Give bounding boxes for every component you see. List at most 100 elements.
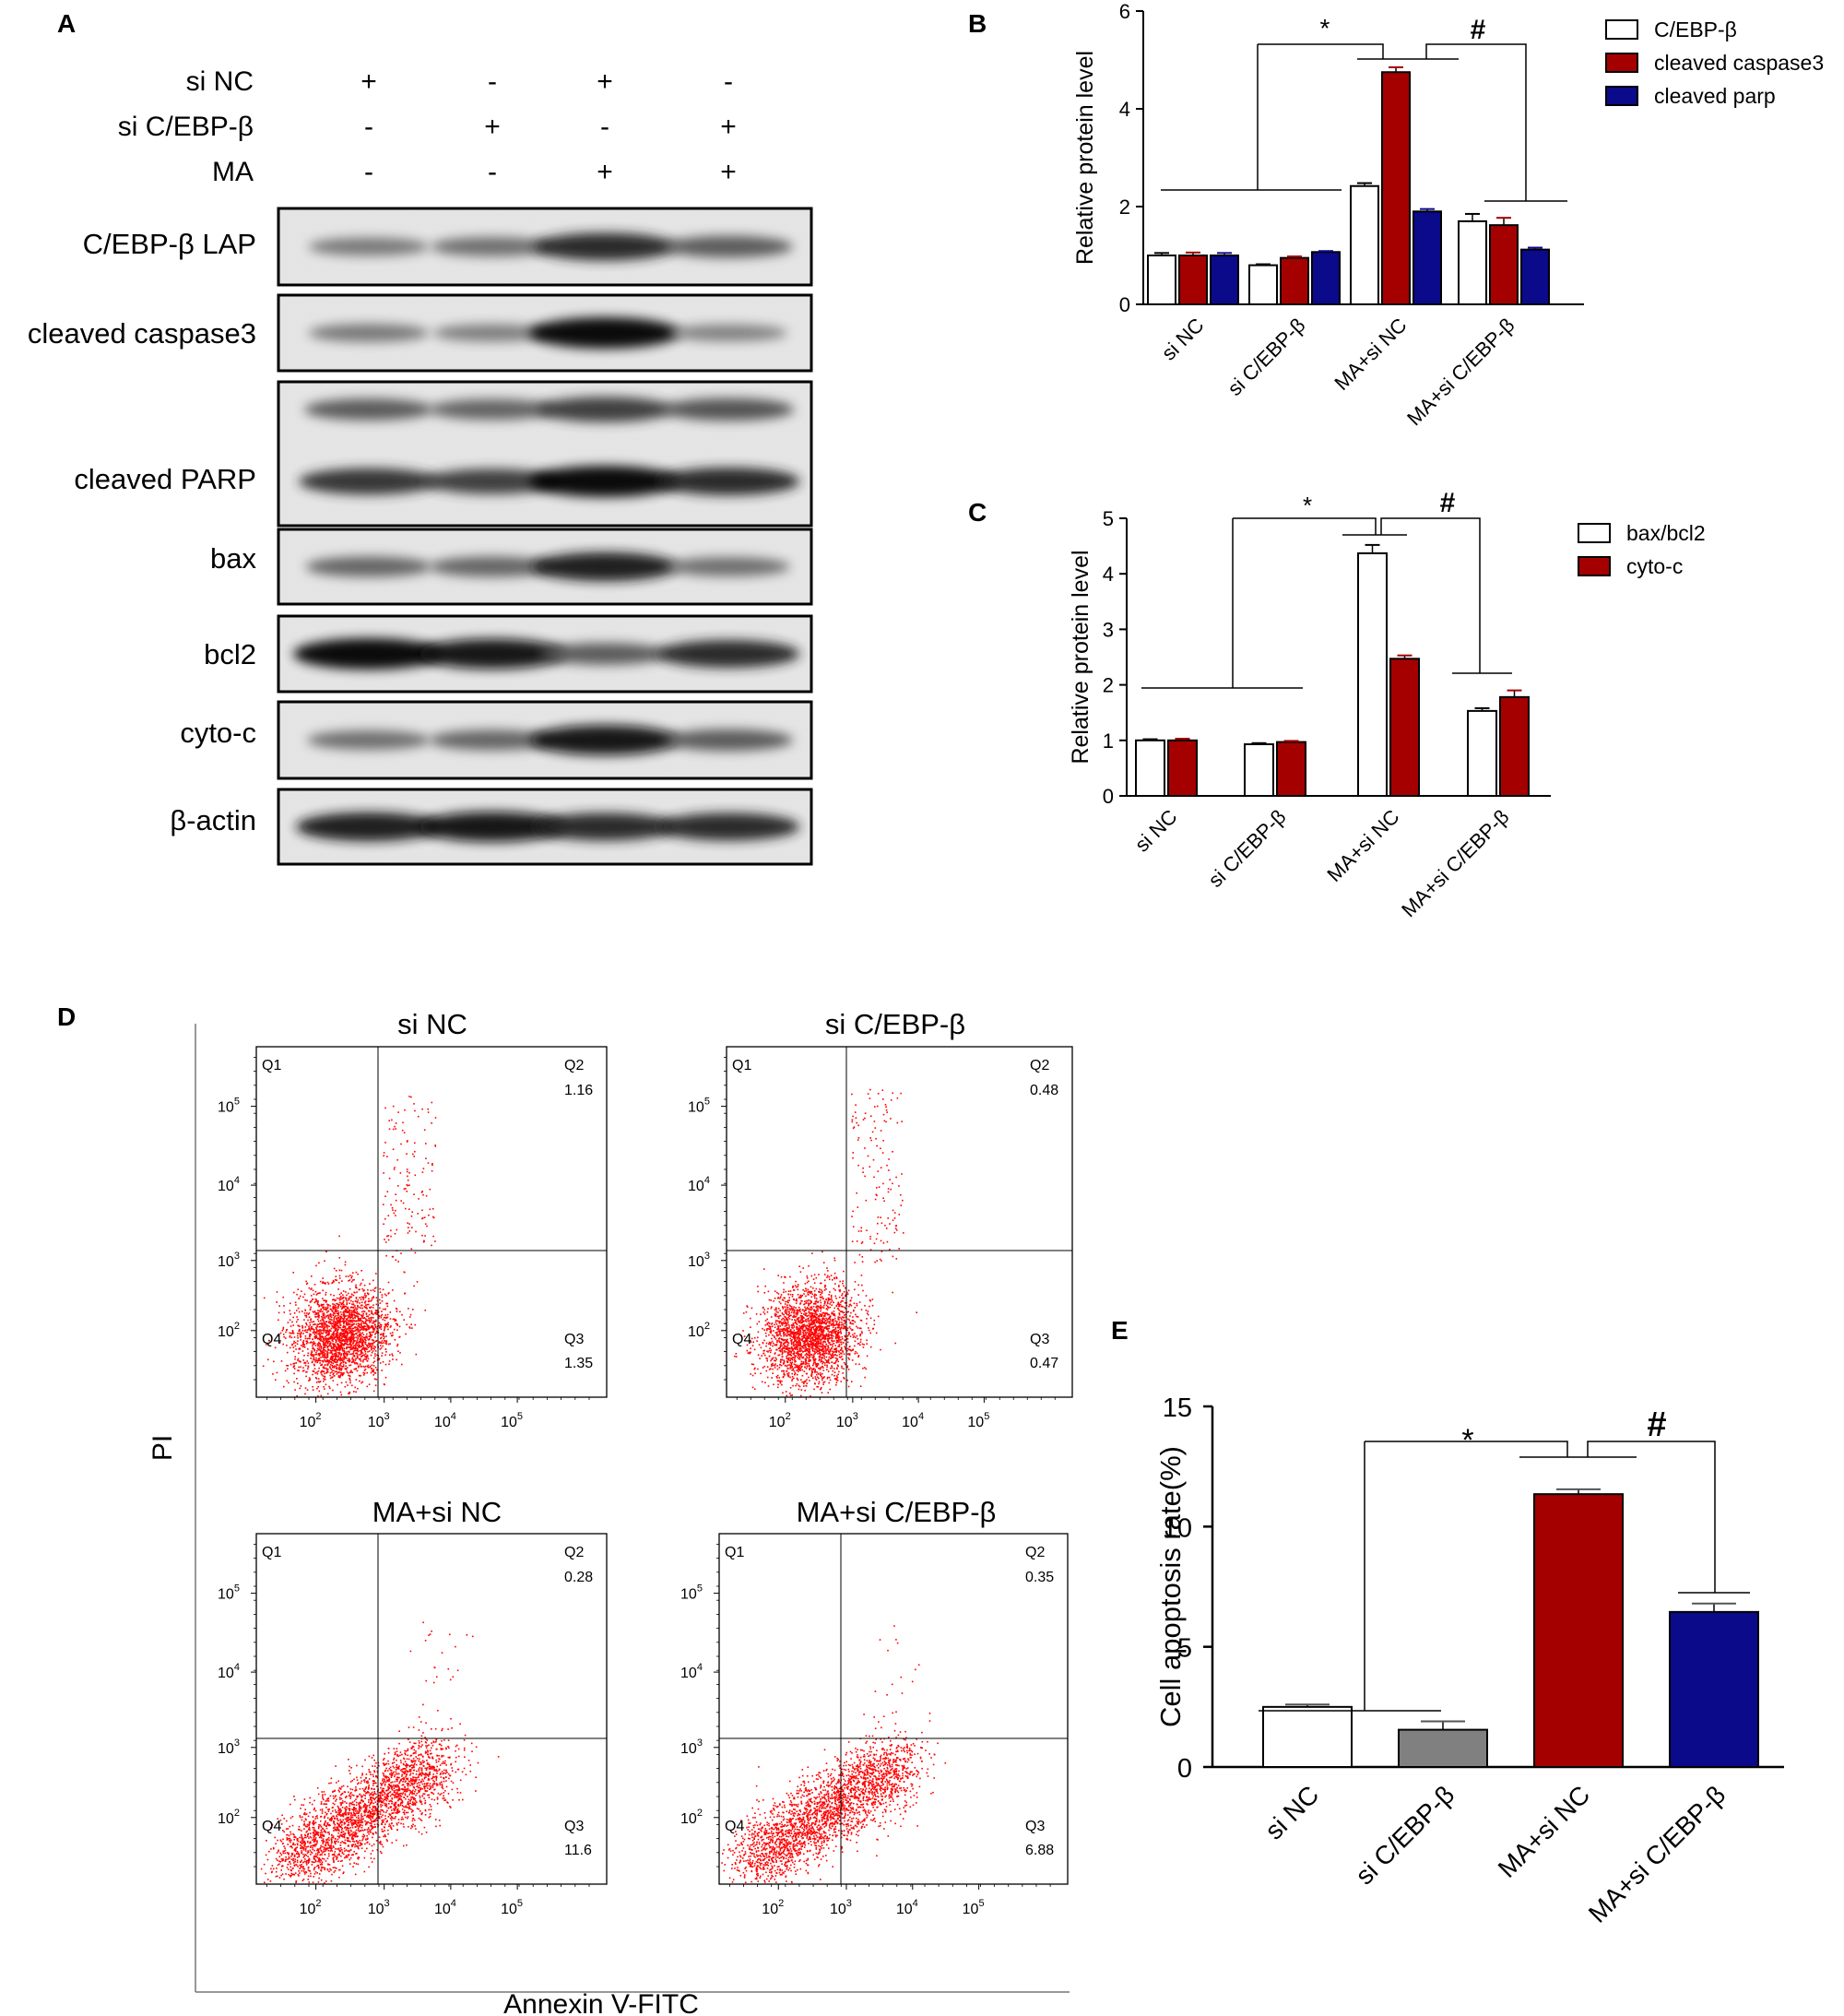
dot: [408, 1096, 410, 1097]
dot: [320, 1371, 322, 1373]
dot: [386, 1322, 389, 1325]
dot: [822, 1328, 824, 1331]
dot: [363, 1366, 366, 1369]
dot: [783, 1333, 785, 1334]
dot: [316, 1387, 318, 1390]
dot: [749, 1352, 751, 1355]
dot: [829, 1353, 832, 1356]
dot: [755, 1313, 758, 1315]
dot: [341, 1347, 343, 1350]
dot: [757, 1368, 759, 1370]
dot: [800, 1299, 802, 1302]
dot: [798, 1338, 800, 1341]
dot: [317, 1385, 319, 1388]
dot: [822, 1332, 824, 1334]
x-tick-label: MA+si NC: [1330, 314, 1411, 395]
dot: [385, 1254, 387, 1257]
dot: [365, 1335, 368, 1338]
dot: [355, 1329, 358, 1331]
dot: [826, 1321, 829, 1322]
dot: [795, 1299, 797, 1301]
dot: [796, 1341, 798, 1344]
dot: [807, 1342, 809, 1344]
dot: [836, 1358, 839, 1360]
blot-band: [293, 638, 444, 670]
dot: [862, 1289, 864, 1292]
dot: [347, 1344, 349, 1346]
dot: [313, 1328, 315, 1331]
dot: [820, 1328, 822, 1331]
dot: [333, 1312, 335, 1314]
dot: [395, 1193, 396, 1195]
dot: [777, 1308, 780, 1310]
dot: [814, 1340, 816, 1343]
dot: [352, 1307, 354, 1309]
dot: [774, 1359, 775, 1361]
dot: [766, 1329, 768, 1332]
tick-base: 10: [300, 1415, 316, 1430]
quadrant-label-q4: Q4: [262, 1332, 281, 1347]
dot: [832, 1370, 834, 1372]
dot: [417, 1213, 420, 1215]
dot: [842, 1297, 844, 1299]
dot: [822, 1372, 823, 1375]
dot: [833, 1324, 835, 1326]
dot: [841, 1365, 843, 1368]
dot: [304, 1335, 307, 1337]
dot: [816, 1371, 818, 1373]
dot: [303, 1312, 306, 1314]
dot: [795, 1307, 797, 1309]
dot: [379, 1327, 381, 1329]
dot: [292, 1324, 294, 1326]
dot: [398, 1335, 401, 1338]
dot: [812, 1349, 814, 1352]
dot: [853, 1309, 855, 1311]
dot: [816, 1305, 818, 1308]
dot: [786, 1348, 789, 1351]
dot: [838, 1344, 840, 1346]
dot: [780, 1302, 782, 1305]
blot-band: [669, 324, 787, 342]
dot: [356, 1315, 359, 1317]
dot: [865, 1295, 868, 1297]
dot: [336, 1347, 338, 1349]
dot: [311, 1361, 313, 1364]
dot: [812, 1327, 814, 1329]
dot: [355, 1358, 357, 1359]
dot: [374, 1384, 377, 1386]
dot: [772, 1357, 774, 1359]
dot: [300, 1333, 302, 1335]
dot: [798, 1328, 800, 1331]
dot: [376, 1354, 378, 1357]
blot-label: cleaved PARP: [74, 463, 256, 495]
dot: [812, 1342, 815, 1344]
dot: [838, 1346, 841, 1347]
dot: [340, 1355, 342, 1357]
tick-exponent: 3: [384, 1411, 390, 1422]
dot: [814, 1310, 816, 1313]
dot: [305, 1375, 307, 1378]
dot: [339, 1363, 341, 1366]
dot: [351, 1279, 354, 1281]
dot: [379, 1291, 382, 1293]
dot: [808, 1302, 810, 1305]
dot: [335, 1270, 337, 1272]
dot: [848, 1353, 851, 1355]
dot: [322, 1361, 325, 1363]
dot: [396, 1345, 398, 1347]
dot: [791, 1358, 794, 1361]
dot: [819, 1306, 821, 1309]
dot: [821, 1314, 822, 1316]
dot: [781, 1353, 784, 1356]
dot: [360, 1282, 362, 1285]
dot: [408, 1171, 410, 1174]
dot: [808, 1304, 810, 1307]
dot: [822, 1298, 824, 1300]
dot: [353, 1330, 356, 1333]
dot: [346, 1347, 348, 1350]
dot: [815, 1346, 817, 1349]
dot: [388, 1128, 391, 1131]
dot: [350, 1353, 353, 1355]
dot: [798, 1385, 801, 1388]
dot: [384, 1314, 386, 1316]
